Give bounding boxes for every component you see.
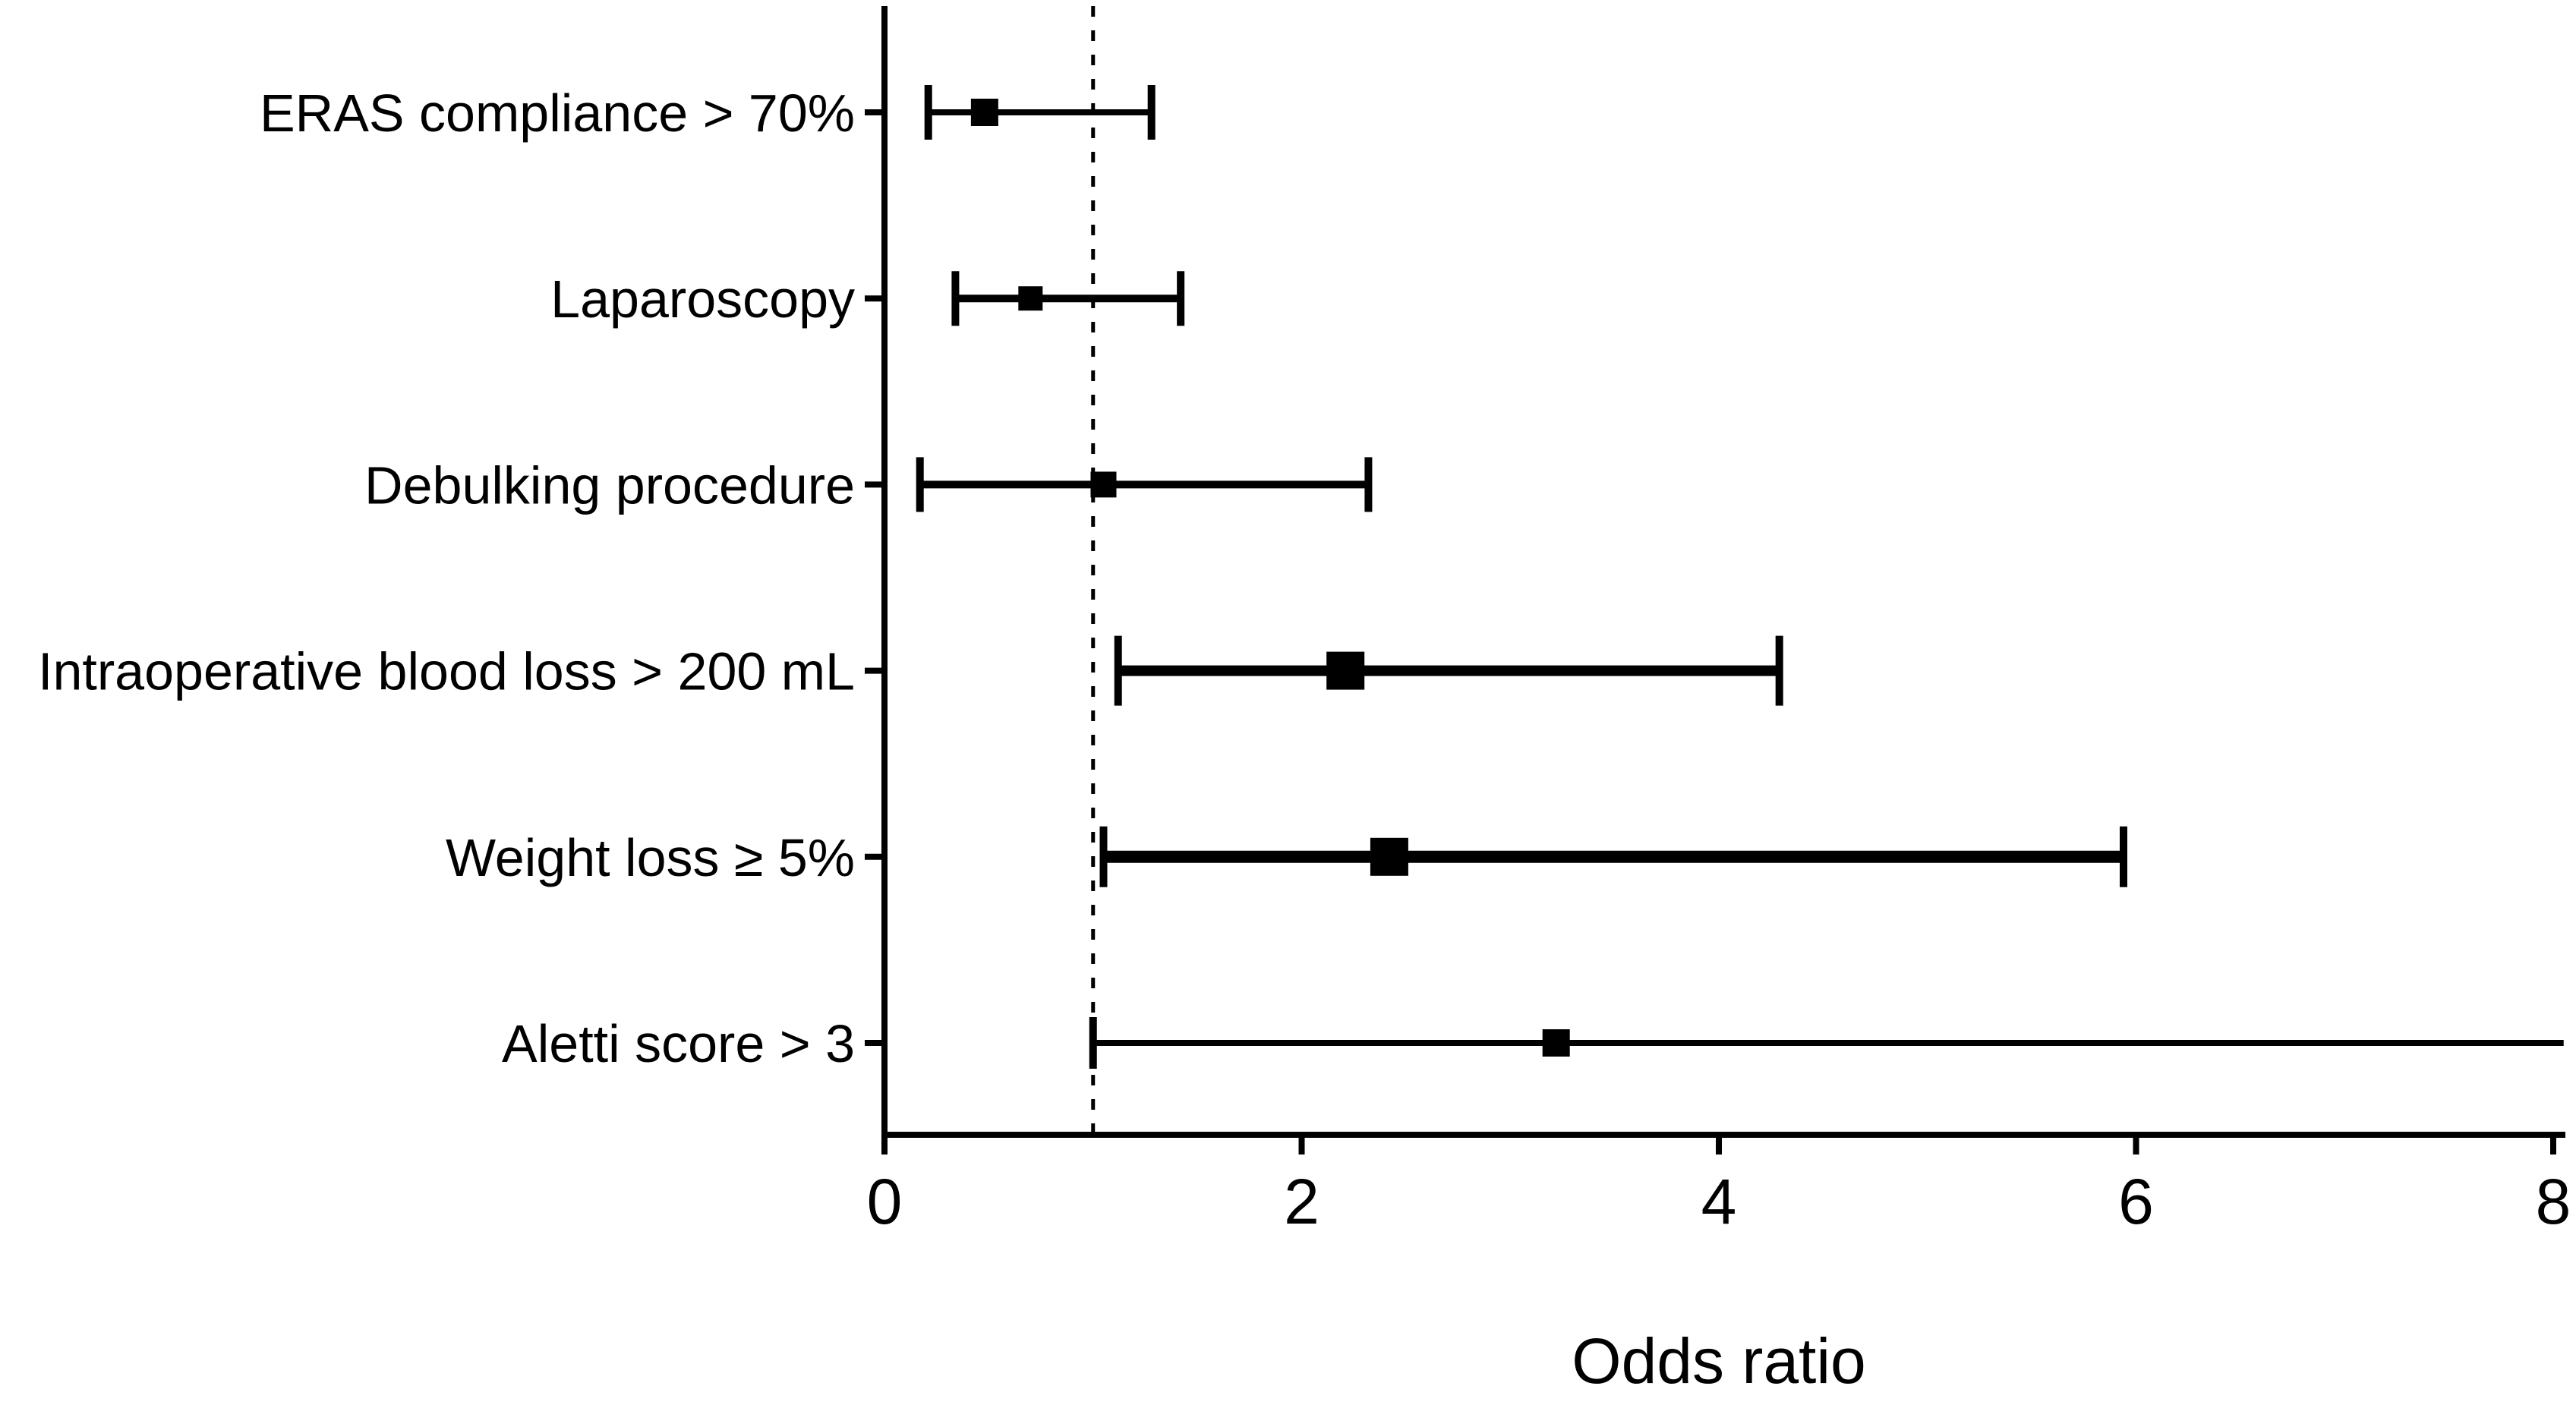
or-marker — [1326, 651, 1365, 690]
x-tick-label: 0 — [867, 1166, 903, 1237]
row-label: ERAS compliance > 70% — [260, 83, 855, 143]
or-marker — [970, 99, 998, 126]
or-marker — [1090, 471, 1117, 498]
x-axis-title: Odds ratio — [1572, 1325, 1866, 1397]
row-label: Aletti score > 3 — [502, 1014, 855, 1073]
or-marker — [1018, 286, 1043, 311]
x-tick-label: 6 — [2118, 1166, 2154, 1237]
row-label: Laparoscopy — [550, 269, 855, 329]
or-marker — [1370, 837, 1408, 876]
row-label: Intraoperative blood loss > 200 mL — [38, 642, 855, 701]
or-marker — [1542, 1029, 1570, 1057]
row-label: Debulking procedure — [364, 455, 855, 515]
row-label: Weight loss ≥ 5% — [446, 828, 855, 887]
x-tick-label: 2 — [1284, 1166, 1320, 1237]
x-tick-label: 4 — [1701, 1166, 1737, 1237]
x-tick-label: 8 — [2536, 1166, 2571, 1237]
